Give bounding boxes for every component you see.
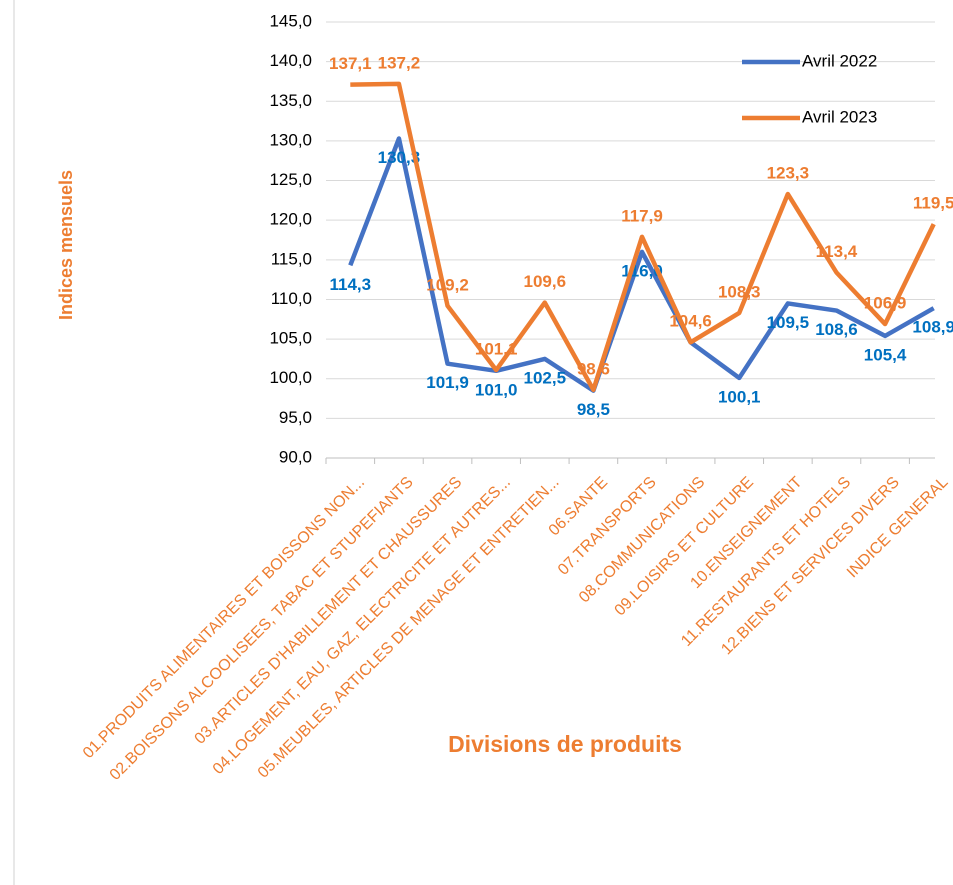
y-tick-label: 135,0 xyxy=(269,91,312,110)
data-label: 98,6 xyxy=(577,359,610,378)
data-label: 104,6 xyxy=(669,312,712,331)
y-tick-label: 90,0 xyxy=(279,447,312,466)
data-label: 101,0 xyxy=(475,380,518,399)
legend-label: Avril 2022 xyxy=(802,51,877,70)
series-line xyxy=(350,81,936,393)
data-label: 98,5 xyxy=(577,400,610,419)
legend-label: Avril 2023 xyxy=(802,107,877,126)
data-label: 109,5 xyxy=(767,313,810,332)
data-label: 108,6 xyxy=(815,320,858,339)
data-label: 109,6 xyxy=(523,272,566,291)
y-tick-label: 110,0 xyxy=(271,289,312,308)
data-label: 137,2 xyxy=(378,53,421,72)
data-label: 101,1 xyxy=(475,339,518,358)
data-label: 130,3 xyxy=(378,148,421,167)
x-tick-label: 12.BIENS ET SERVICES DIVERS xyxy=(718,474,903,659)
data-label: 106,9 xyxy=(864,294,907,313)
y-tick-label: 100,0 xyxy=(269,368,312,387)
y-tick-label: 105,0 xyxy=(269,329,312,348)
y-axis-title: Indices mensuels xyxy=(56,170,76,320)
y-tick-label: 140,0 xyxy=(269,51,312,70)
series-line xyxy=(348,136,935,393)
y-tick-label: 125,0 xyxy=(269,170,312,189)
data-label: 119,5 xyxy=(913,194,953,213)
data-label: 109,2 xyxy=(426,275,469,294)
y-tick-label: 120,0 xyxy=(269,210,312,229)
x-axis-title: Divisions de produits xyxy=(448,731,682,757)
data-label: 123,3 xyxy=(767,164,810,183)
data-label: 117,9 xyxy=(621,206,663,225)
data-label: 114,3 xyxy=(330,275,372,294)
data-label: 108,3 xyxy=(718,282,761,301)
data-label: 113,4 xyxy=(816,242,858,261)
y-tick-label: 95,0 xyxy=(279,408,312,427)
y-tick-label: 130,0 xyxy=(269,130,312,149)
y-tick-label: 115,0 xyxy=(271,249,312,268)
data-label: 102,5 xyxy=(523,368,566,387)
data-label: 101,9 xyxy=(426,373,469,392)
data-label: 108,9 xyxy=(912,318,953,337)
data-label: 100,1 xyxy=(718,387,761,406)
data-label: 137,1 xyxy=(329,54,372,73)
data-label: 105,4 xyxy=(864,345,907,364)
y-tick-label: 145,0 xyxy=(269,11,312,30)
